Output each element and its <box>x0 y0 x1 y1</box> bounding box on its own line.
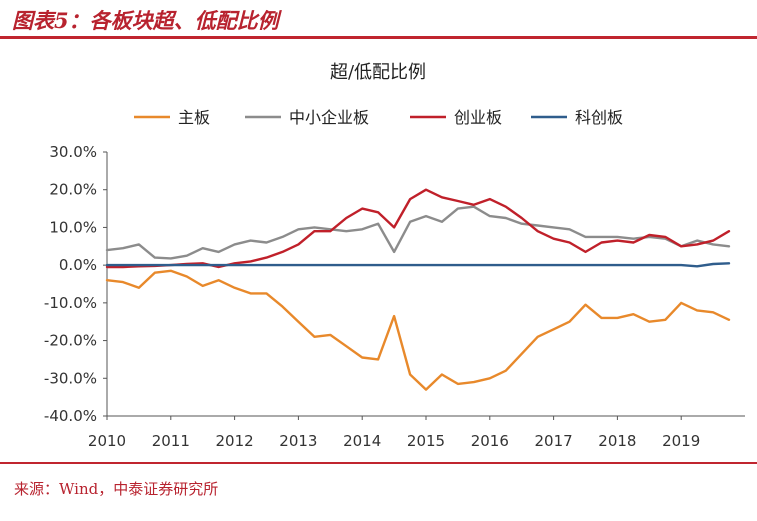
x-tick-label: 2016 <box>471 432 509 450</box>
source-note: 来源：Wind，中泰证券研究所 <box>14 480 219 498</box>
x-tick-label: 2014 <box>343 432 381 450</box>
y-axis: 30.0% 20.0% 10.0% 0.0% -10.0% -20.0% -30.0% -40… <box>44 143 108 425</box>
y-tick-label: 20.0% <box>49 181 97 199</box>
series-line-1 <box>105 205 731 260</box>
chart-title: 超/低配比例 <box>330 62 426 83</box>
x-tick-label: 2011 <box>152 432 190 450</box>
x-tick-label: 2015 <box>407 432 445 450</box>
x-tick-label: 2013 <box>279 432 317 450</box>
y-tick-label: -40.0% <box>44 407 97 425</box>
x-tick-label: 2017 <box>535 432 573 450</box>
series-line-0 <box>105 269 731 391</box>
y-tick-label: 0.0% <box>59 256 97 274</box>
legend: 主板 中小企业板 创业板 科创板 <box>134 108 623 127</box>
series-line-2 <box>105 188 731 269</box>
legend-label-1: 中小企业板 <box>289 108 369 127</box>
y-tick-label: -30.0% <box>44 369 97 387</box>
y-tick-label: 30.0% <box>49 143 97 161</box>
top-divider <box>0 36 757 39</box>
x-tick-label: 2019 <box>662 432 700 450</box>
y-tick-label: -20.0% <box>44 332 97 350</box>
x-axis: 2010 2011 2012 2013 2014 2015 2016 2017 2018 2019 <box>88 415 745 450</box>
x-tick-label: 2010 <box>88 432 126 450</box>
legend-label-3: 科创板 <box>575 108 623 127</box>
x-tick-label: 2018 <box>598 432 636 450</box>
bottom-divider <box>0 462 757 464</box>
legend-label-2: 创业板 <box>454 108 502 127</box>
y-tick-label: -10.0% <box>44 294 97 312</box>
legend-label-0: 主板 <box>178 108 210 127</box>
y-tick-label: 10.0% <box>49 218 97 236</box>
series-lines <box>105 188 731 391</box>
figure-title: 图表5：各板块超、低配比例 <box>12 8 279 33</box>
x-tick-label: 2012 <box>216 432 254 450</box>
series-line-3 <box>105 262 731 268</box>
